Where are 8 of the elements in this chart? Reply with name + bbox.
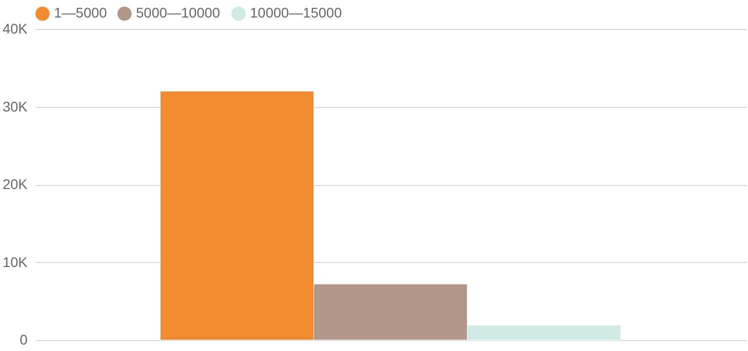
legend-label: 10000—15000 xyxy=(250,4,342,21)
legend-label: 1—5000 xyxy=(54,4,108,21)
y-tick-label: 30K xyxy=(2,98,28,114)
y-tick-label: 20K xyxy=(2,176,28,192)
y-tick-label: 10K xyxy=(2,254,28,270)
y-tick-label: 0 xyxy=(20,332,28,348)
legend-label: 5000—10000 xyxy=(136,4,220,21)
y-tick-label: 40K xyxy=(2,20,28,36)
